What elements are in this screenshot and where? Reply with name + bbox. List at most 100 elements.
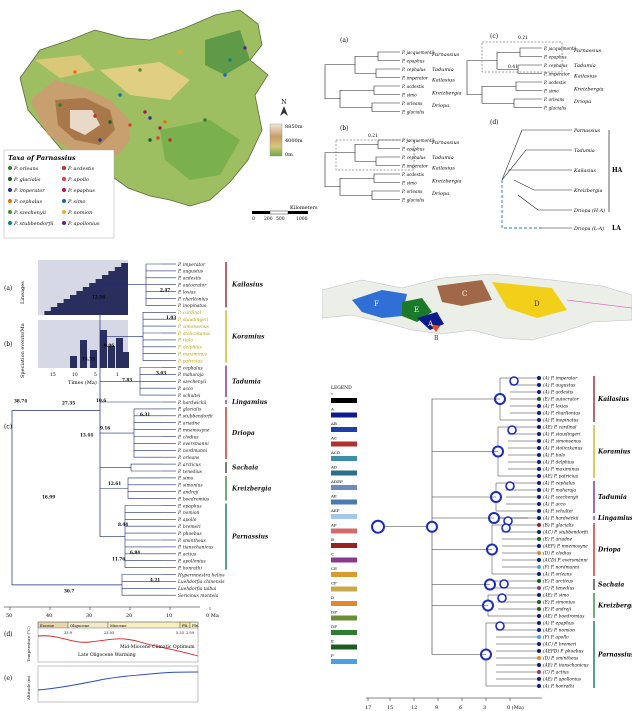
bg-tip-dot: [537, 425, 541, 429]
phylo-tip-label: P. eversmanni: [177, 442, 209, 447]
bg-tip-dot: [537, 579, 541, 583]
tree-branch: [481, 85, 516, 104]
legend-item-label: CF: [331, 581, 337, 586]
time-axis: 50 40 30 20 10 0 Ma: [4, 606, 219, 619]
china-map-panel: N 8850m 4000m 0m 0 200 500 1000 Kilomete…: [3, 9, 318, 239]
phylo-tip-label: P. simo: [177, 477, 194, 482]
tree-clade-label: Kreizbergia: [431, 179, 462, 185]
tree-clade-label: Tadumia: [432, 155, 454, 161]
node-age-label: 9.16: [100, 426, 110, 431]
node-age-label: 11.76: [112, 557, 125, 562]
tree-tip-label: P. simo: [543, 89, 559, 94]
tree-tip-label: P. orleans: [401, 101, 422, 106]
temperature-curve: [37, 635, 199, 657]
clade-label: Kailasius: [231, 282, 264, 289]
epoch-label: Miocene: [110, 623, 127, 628]
legend-item-label: E: [331, 639, 334, 644]
clade-label: Driopa: [231, 430, 255, 437]
tree-tip-label: P. imperator: [401, 164, 429, 169]
legend-swatch: [331, 456, 357, 461]
bg-tip-dot: [537, 509, 541, 513]
bg-axis-label: 0 (Ma): [507, 704, 524, 711]
bg-axis-label: 9: [435, 705, 438, 711]
phylo-tip-label: P. apollo: [177, 518, 197, 523]
tree-clade-label: Parnassius: [431, 52, 460, 58]
north-arrow-icon: N: [280, 99, 288, 116]
temp-axis-label: Temperature (°C): [26, 626, 31, 662]
bg-tip-label: (AE) P. boedromius: [543, 615, 585, 620]
sample-marker: [138, 68, 142, 72]
tree-tip-label: P. epaphus: [401, 147, 425, 152]
node-age-label: 27.35: [62, 401, 75, 406]
bg-tip-dot: [537, 684, 541, 688]
tree-branch: [501, 129, 539, 211]
phylo-tip-label: P. augustus: [177, 270, 204, 275]
tree-topologies-panel: (a) P. jacquemontii P. epaphus P. cephalus P…: [324, 33, 623, 232]
legend-item-label: CE: [331, 566, 337, 571]
bg-node-pie: [507, 425, 517, 435]
phylo-tip-label: P. acco: [177, 387, 193, 392]
elev-mid-label: 4000m: [285, 138, 303, 144]
bg-tip-dot: [537, 635, 541, 639]
phylo-tip-label: P. clodius: [177, 435, 199, 440]
sample-marker: [203, 118, 207, 122]
node-age-label: 6.84: [130, 550, 140, 555]
phylo-tip-label: P. staudingeri: [177, 318, 209, 323]
tree-panel-label: (d): [490, 119, 499, 126]
legend-item-label: AB: [330, 421, 337, 426]
bg-tip-label: (A) P. charltonius: [543, 412, 581, 417]
tree-tip-label: P. orleans: [543, 97, 564, 102]
bg-tip-dot: [537, 481, 541, 485]
phylo-tip-label: P. nordmanni: [177, 449, 208, 454]
phylo-tip-label: P. actius: [177, 553, 197, 558]
dashed-box: [481, 41, 563, 73]
bg-tip-dot: [537, 446, 541, 450]
legend-swatch: [331, 499, 357, 505]
phylo-tip-label: P. boedromius: [177, 497, 210, 502]
bg-tip-label: (A) P. staudingeri: [543, 433, 581, 438]
bg-tip-dot: [537, 586, 541, 590]
climate-curves: Eocene Oligocene Miocene Pli. Ple. 33.9 23.03 5…: [4, 621, 199, 703]
c-support-1: 0.21: [518, 35, 528, 41]
speciation-bar: [122, 352, 129, 368]
phylo-tip-label: P. mnemosyne: [177, 428, 210, 433]
clade-label: Parnassius: [231, 534, 269, 541]
bg-tip-dot: [537, 656, 541, 660]
node-age-label: 13.44: [80, 433, 93, 438]
tree-clade-label: Kreizbergia: [431, 91, 462, 97]
tree-branch: [377, 139, 400, 149]
bg-tip-dot: [537, 411, 541, 415]
scale-unit: Kilometers: [290, 205, 318, 211]
legend-item-label: B: [331, 537, 334, 542]
node-age-label: 6.31: [140, 412, 150, 417]
bg-tip-label: (A) P. acco: [543, 503, 566, 508]
speciation-bar: [80, 340, 87, 368]
epoch-label: Oligocene: [70, 623, 90, 628]
tree-tip-label: P. acdestis: [401, 172, 424, 177]
inset-tick: 5: [94, 372, 97, 378]
bg-tip-label: (A) P. imperator: [543, 377, 578, 382]
tree-clade-label: Kailasius: [573, 168, 596, 174]
area-legend: LEGEND * A AB AC ACD AD ADEF AE AEF AF B C CE CF D DF DP…: [330, 385, 357, 664]
legend-swatch: [331, 485, 357, 490]
legend-item-label: DF: [331, 610, 337, 615]
inset-a-ylabel: Lineages: [20, 281, 26, 304]
bg-tip-label: (AC) P. stubbendorfii: [543, 531, 589, 536]
bg-tip-label: (E) P. simonius: [543, 601, 576, 606]
tree-panel-label: (a): [340, 37, 348, 44]
tree-clade-label: Kailasius: [431, 78, 455, 84]
node-age-label: 1.03: [166, 315, 176, 320]
phylo-tip-label: P. cardinal: [177, 311, 202, 316]
legend-swatch: [331, 412, 357, 418]
tree-clade-label: Driopa (L-A): [573, 225, 604, 232]
sample-marker: [163, 120, 167, 124]
legend-swatch: [331, 615, 357, 621]
bg-clade-label: Driopa: [597, 547, 621, 554]
bg-tip-dot: [537, 614, 541, 618]
phylo-tip-label: P. stubbendorfii: [177, 415, 213, 420]
phylo-tip-label: P. stoliczkanus: [177, 332, 211, 337]
region-label-d: D: [534, 300, 540, 308]
phylo-tip-label: P. charltonius: [177, 297, 209, 302]
tree-clade-label: Tadumia: [432, 67, 454, 73]
bg-tip-dot: [537, 523, 541, 527]
